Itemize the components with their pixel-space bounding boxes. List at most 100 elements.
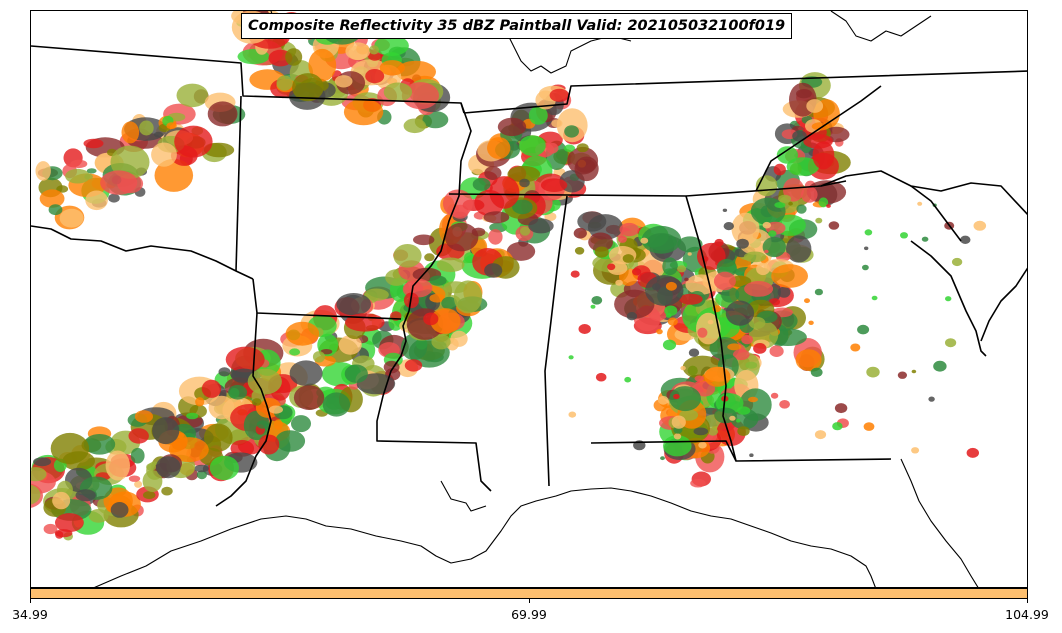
paintball-blob — [737, 426, 750, 436]
paintball-blob — [393, 244, 422, 268]
paintball-blob — [142, 470, 163, 493]
paintball-blob — [864, 229, 873, 236]
paintball-blob — [568, 411, 577, 418]
paintball-blob — [258, 434, 280, 455]
paintball-blob — [194, 464, 209, 473]
paintball-blob — [796, 89, 812, 99]
paintball-blob — [312, 351, 326, 363]
paintball-blob — [75, 489, 96, 502]
paintball-blob — [65, 168, 91, 184]
paintball-blob — [256, 420, 269, 429]
paintball-blob — [506, 241, 536, 261]
paintball-blob — [778, 194, 792, 203]
paintball-blob — [921, 236, 929, 242]
paintball-blob — [788, 201, 793, 206]
paintball-blob — [677, 236, 703, 253]
paintball-blob — [110, 502, 129, 518]
paintball-blob — [615, 279, 623, 286]
paintball-blob — [574, 156, 599, 182]
paintball-blob — [218, 367, 231, 377]
paintball-blob — [86, 168, 97, 174]
paintball-blob — [764, 249, 769, 254]
paintball-blob — [247, 368, 282, 395]
paintball-blob — [680, 365, 686, 371]
paintball-blob — [741, 334, 753, 345]
paintball-blob — [693, 427, 709, 436]
paintball-blob — [556, 108, 588, 143]
colorbar — [30, 588, 1028, 599]
paintball-blob — [422, 111, 449, 129]
paintball-blob — [289, 360, 323, 387]
paintball-blob — [546, 142, 559, 154]
paintball-blob — [960, 235, 971, 244]
paintball-blob — [826, 204, 831, 208]
paintball-blob — [594, 246, 609, 258]
paintball-blob — [268, 405, 283, 414]
paintball-blob — [626, 312, 638, 321]
paintball-blob — [139, 120, 154, 136]
paintball-blob — [88, 509, 109, 523]
paintball-blob — [444, 222, 479, 252]
paintball-blob — [687, 252, 692, 256]
paintball-blob — [152, 417, 180, 445]
colorbar-tick — [529, 599, 530, 603]
paintball-blob — [667, 317, 678, 326]
paintball-blob — [31, 467, 47, 482]
paintball-blob — [815, 217, 823, 224]
paintball-blob — [698, 441, 707, 449]
paintball-blob — [731, 212, 760, 245]
paintball-blob — [285, 48, 303, 66]
paintball-blob — [568, 355, 574, 360]
paintball-blob — [201, 379, 222, 398]
paintball-blob — [590, 304, 596, 309]
paintball-blob — [664, 305, 678, 316]
paintball-blob — [577, 211, 607, 232]
paintball-blob — [945, 338, 957, 348]
paintball-blob — [688, 348, 700, 357]
paintball-blob — [128, 475, 141, 482]
paintball-blob — [39, 189, 65, 208]
paintball-blob — [814, 430, 827, 440]
paintball-blob — [528, 218, 554, 234]
paintball-blob — [588, 232, 613, 252]
paintball-blob — [704, 366, 731, 387]
paintball-blob — [864, 246, 869, 251]
paintball-blob — [917, 201, 923, 206]
paintball-blob — [289, 348, 301, 356]
paintball-blob — [673, 393, 680, 400]
paintball-blob — [423, 312, 439, 326]
paintball-blob — [174, 125, 213, 158]
colorbar-tick — [1027, 599, 1028, 603]
paintball-blob — [121, 121, 140, 144]
paintball-blob — [483, 211, 510, 224]
paintball-blob — [645, 275, 684, 306]
paintball-blob — [436, 257, 465, 273]
paintball-blob — [591, 296, 603, 305]
paintball-blob — [441, 296, 458, 310]
paintball-blob — [489, 176, 520, 209]
paintball-blob — [779, 400, 790, 409]
paintball-blob — [176, 83, 209, 108]
paintball-blob — [671, 415, 686, 429]
paintball-blob — [363, 288, 389, 301]
chart-title: Composite Reflectivity 35 dBZ Paintball … — [241, 13, 793, 39]
paintball-blob — [374, 35, 409, 56]
paintball-blob — [576, 143, 589, 153]
paintball-blob — [714, 238, 724, 247]
paintball-blob — [768, 230, 777, 237]
paintball-blob — [472, 177, 491, 191]
paintball-blob — [729, 415, 736, 421]
paintball-blob — [50, 432, 90, 465]
paintball-blob — [56, 185, 69, 193]
paintball-blob — [966, 447, 979, 458]
paintball-blob — [595, 372, 607, 382]
paintball-blob — [574, 247, 585, 255]
paintball-blob — [721, 287, 740, 303]
paintball-blob — [134, 410, 153, 423]
paintball-blob — [662, 257, 678, 276]
paintball-blob — [344, 364, 368, 383]
paintball-blob — [134, 480, 143, 488]
paintball-blob — [551, 119, 563, 128]
paintball-blob — [928, 396, 935, 402]
paintball-blob — [528, 106, 548, 125]
